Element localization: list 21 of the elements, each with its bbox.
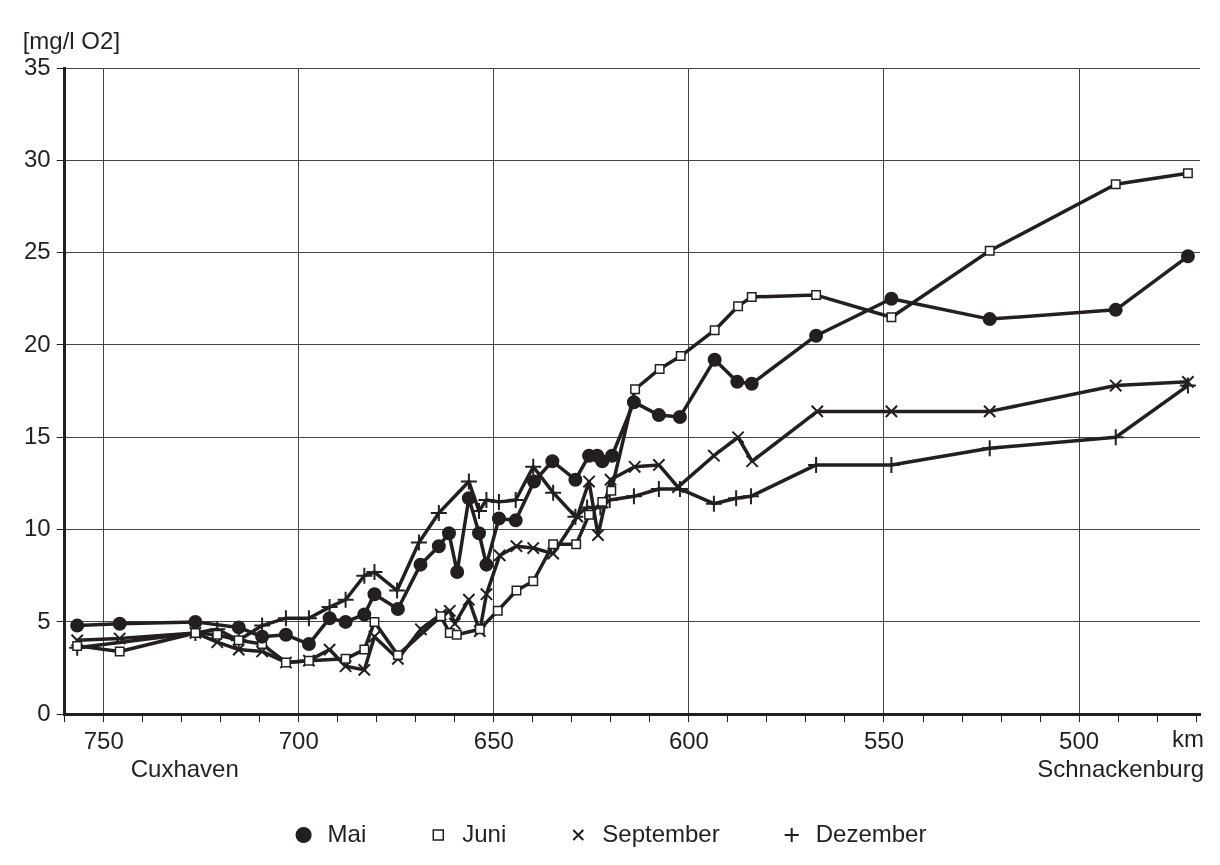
y-tick-label: 10 (23, 514, 51, 542)
x-axis-title: km (1172, 724, 1204, 752)
y-tick-label: 20 (23, 329, 51, 357)
legend-label: Dezember (815, 819, 927, 847)
text: Schnackenburg (1037, 754, 1204, 782)
x-tick-label: 500 (1059, 727, 1100, 755)
legend-label: Mai (327, 819, 367, 847)
y-tick-label: 0 (37, 698, 51, 726)
x-tick-label: 600 (668, 727, 709, 755)
legend-label: Juni (462, 819, 507, 847)
y-tick-label: 15 (23, 421, 51, 449)
x-tick-label: 650 (473, 727, 514, 755)
y-tick-label: 5 (37, 606, 51, 634)
y-tick-label: 25 (23, 237, 51, 265)
legend-label: September (602, 819, 720, 847)
y-tick-label: 30 (23, 144, 51, 172)
y-axis-title: [mg/l O2] (22, 26, 121, 54)
x-tick-label: 750 (83, 727, 124, 755)
x-tick-label: 700 (278, 727, 319, 755)
text: Cuxhaven (130, 754, 239, 782)
x-tick-label: 550 (863, 727, 905, 755)
